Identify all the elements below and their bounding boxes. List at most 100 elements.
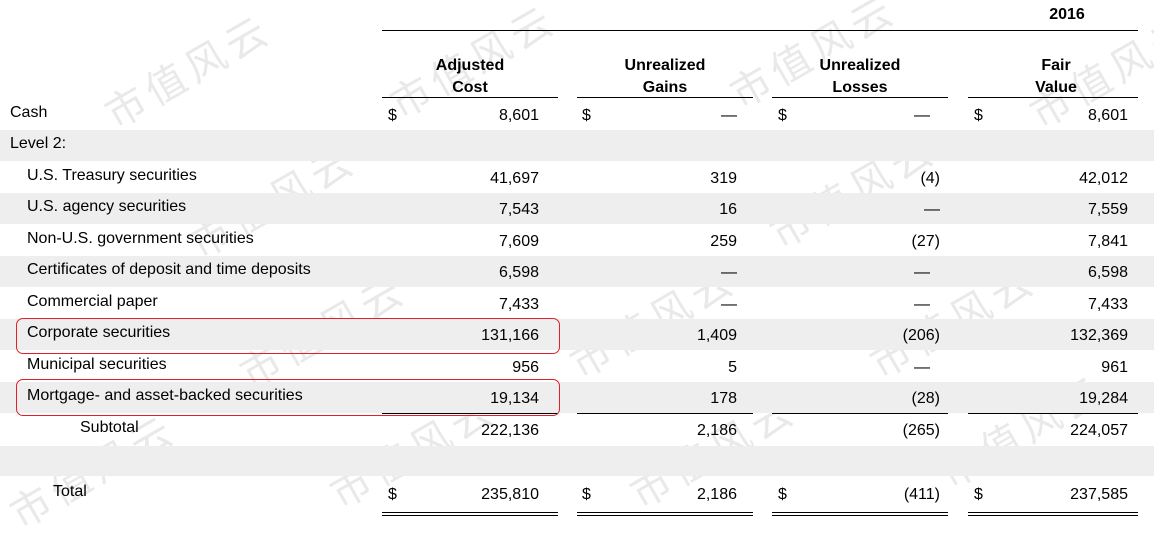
- year-underline: [382, 30, 1138, 31]
- subtotal-rule: [968, 413, 1138, 414]
- row-label: Corporate securities: [27, 324, 171, 341]
- cell-unrealized-gains: 259: [710, 233, 737, 250]
- cell-unrealized-losses: —: [914, 296, 930, 313]
- column-header-line1: Unrealized: [624, 57, 706, 74]
- cell-unrealized-losses: (4): [920, 170, 940, 187]
- cell-unrealized-losses: —: [914, 107, 930, 124]
- currency-symbol: $: [974, 107, 983, 124]
- cell-fair-value: 961: [1101, 359, 1128, 376]
- cell-unrealized-gains: 5: [728, 359, 737, 376]
- column-header-line1: Adjusted: [435, 57, 505, 74]
- cell-fair-value: 42,012: [1079, 170, 1128, 187]
- table-row-mortgage-asset-backed: Mortgage- and asset-backed securities 19…: [0, 382, 1154, 413]
- column-header-line1: Unrealized: [819, 57, 901, 74]
- currency-symbol: $: [974, 486, 983, 503]
- table-row: Certificates of deposit and time deposit…: [0, 256, 1154, 287]
- cell-unrealized-gains: 178: [710, 390, 737, 407]
- column-header-line2: Cost: [452, 79, 488, 96]
- cell-fair-value: 7,841: [1087, 233, 1128, 250]
- table-row: Non-U.S. government securities 7,609 259…: [0, 225, 1154, 256]
- cell-fair-value: 7,559: [1087, 201, 1128, 218]
- cell-fair-value: 237,585: [1070, 486, 1128, 503]
- cell-fair-value: 224,057: [1070, 422, 1128, 439]
- cell-adjusted-cost: 7,609: [498, 233, 539, 250]
- cell-unrealized-losses: —: [914, 359, 930, 376]
- cell-unrealized-gains: 319: [710, 170, 737, 187]
- column-header-unrealized-losses: Unrealized Losses: [772, 55, 948, 99]
- currency-symbol: $: [778, 107, 787, 124]
- cell-adjusted-cost: 6,598: [498, 264, 539, 281]
- total-double-rule: [772, 512, 948, 516]
- column-header-adjusted-cost: Adjusted Cost: [382, 55, 558, 99]
- header-underline: [968, 97, 1138, 98]
- cell-fair-value: 7,433: [1087, 296, 1128, 313]
- total-double-rule: [968, 512, 1138, 516]
- cell-unrealized-losses: (28): [911, 390, 940, 407]
- column-header-line1: Fair: [1041, 57, 1071, 74]
- column-header-line2: Losses: [832, 79, 888, 96]
- row-label: Certificates of deposit and time deposit…: [27, 261, 311, 278]
- header-underline: [772, 97, 948, 98]
- table-row-level-2: Level 2:: [0, 130, 1154, 161]
- row-label: Cash: [10, 104, 48, 121]
- table-row-blank: [0, 446, 1154, 476]
- subtotal-rule: [772, 413, 948, 414]
- table-row: U.S. agency securities 7,543 16 — 7,559: [0, 193, 1154, 224]
- cell-adjusted-cost: 8,601: [498, 107, 539, 124]
- row-label: Commercial paper: [27, 293, 158, 310]
- row-label: Level 2:: [10, 135, 67, 152]
- cell-adjusted-cost: 235,810: [481, 486, 539, 503]
- header-underline: [577, 97, 753, 98]
- column-header-fair-value: Fair Value: [968, 55, 1144, 99]
- table-row-cash: Cash $ 8,601 $ — $ — $ 8,601: [0, 99, 1154, 130]
- table-row-subtotal: Subtotal 222,136 2,186 (265) 224,057: [0, 414, 1154, 445]
- cell-adjusted-cost: 41,697: [490, 170, 539, 187]
- currency-symbol: $: [582, 486, 591, 503]
- table-row: Municipal securities 956 5 — 961: [0, 351, 1154, 382]
- highlight-box-mortgage-securities: [16, 379, 560, 416]
- currency-symbol: $: [388, 107, 397, 124]
- year-header: 2016: [1049, 6, 1085, 23]
- cell-adjusted-cost: 7,543: [498, 201, 539, 218]
- column-header-line2: Gains: [642, 79, 688, 96]
- cell-unrealized-losses: —: [914, 264, 930, 281]
- header-underline: [382, 97, 558, 98]
- cell-unrealized-gains: 2,186: [696, 486, 737, 503]
- cell-unrealized-gains: —: [721, 296, 737, 313]
- cell-unrealized-gains: 16: [719, 201, 737, 218]
- subtotal-rule: [382, 413, 558, 414]
- cell-unrealized-losses: (27): [911, 233, 940, 250]
- row-label: U.S. Treasury securities: [27, 167, 197, 184]
- cell-unrealized-losses: (411): [903, 486, 940, 503]
- table-row-total: Total $ 235,810 $ 2,186 $ (411) $ 237,58…: [0, 478, 1154, 509]
- cell-unrealized-losses: —: [924, 201, 940, 218]
- cell-unrealized-losses: (206): [902, 327, 940, 344]
- cell-fair-value: 132,369: [1070, 327, 1128, 344]
- cell-fair-value: 8,601: [1087, 107, 1128, 124]
- cell-adjusted-cost: 131,166: [481, 327, 539, 344]
- highlight-box-corporate-securities: [16, 318, 560, 354]
- row-label: Total: [53, 483, 87, 500]
- column-header-unrealized-gains: Unrealized Gains: [577, 55, 753, 99]
- cell-unrealized-gains: 1,409: [696, 327, 737, 344]
- currency-symbol: $: [582, 107, 591, 124]
- cell-unrealized-gains: 2,186: [696, 422, 737, 439]
- row-label: Non-U.S. government securities: [27, 230, 254, 247]
- cell-unrealized-gains: —: [721, 264, 737, 281]
- cell-unrealized-losses: (265): [902, 422, 940, 439]
- table-row-corporate-securities: Corporate securities 131,166 1,409 (206)…: [0, 319, 1154, 350]
- cell-adjusted-cost: 222,136: [481, 422, 539, 439]
- total-double-rule: [577, 512, 753, 516]
- cell-fair-value: 19,284: [1079, 390, 1128, 407]
- cell-adjusted-cost: 7,433: [498, 296, 539, 313]
- row-label: U.S. agency securities: [27, 198, 187, 215]
- table-row: Commercial paper 7,433 — — 7,433: [0, 288, 1154, 319]
- cell-fair-value: 6,598: [1087, 264, 1128, 281]
- row-label: Subtotal: [80, 419, 139, 436]
- currency-symbol: $: [388, 486, 397, 503]
- cell-unrealized-gains: —: [721, 107, 737, 124]
- cell-adjusted-cost: 956: [512, 359, 539, 376]
- row-label: Municipal securities: [27, 356, 167, 373]
- total-double-rule: [382, 512, 558, 516]
- table-row: U.S. Treasury securities 41,697 319 (4) …: [0, 162, 1154, 193]
